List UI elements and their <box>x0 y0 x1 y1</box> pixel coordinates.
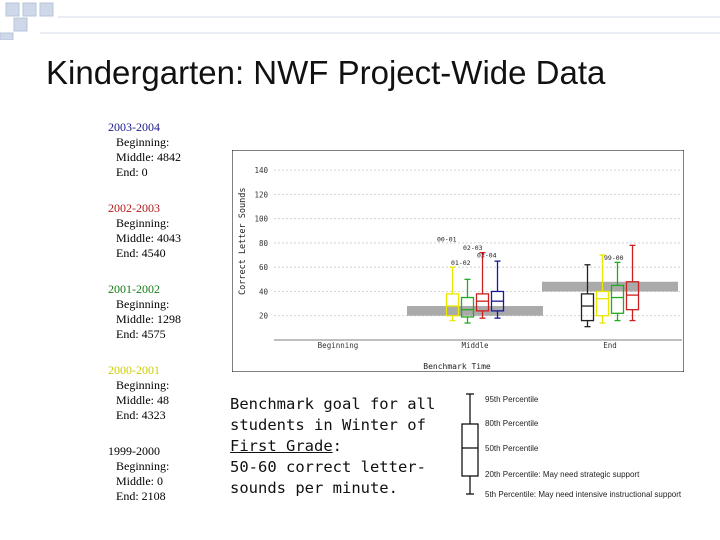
page-title: Kindergarten: NWF Project-Wide Data <box>46 54 606 91</box>
box-end-02-03 <box>625 244 640 322</box>
legend-item-50: 50th Percentile <box>485 444 539 453</box>
legend-item-5: 5th Percentile: May need intensive instr… <box>485 490 682 499</box>
y-tick-label-60: 60 <box>259 263 269 272</box>
annotation-02-03: 02-03 <box>463 244 483 252</box>
benchmark-line-5: sounds per minute. <box>230 479 398 497</box>
box-middle-01-02 <box>460 278 475 324</box>
year-label: 2001-2002 <box>108 282 160 296</box>
end-count: End: 0 <box>116 165 148 179</box>
tick-labels: 20 40 60 80 100 120 140 Beginning Middle End <box>254 166 616 350</box>
box-middle-02-03 <box>475 251 490 319</box>
benchmark-line-3-rest: : <box>332 437 342 455</box>
legend-item-20: 20th Percentile: May need strategic supp… <box>485 470 640 479</box>
y-tick-label-80: 80 <box>259 239 269 248</box>
benchmark-line-1: Benchmark goal for all <box>230 395 436 413</box>
year-block-2001-2002: 2001-2002 Beginning: Middle: 1298 End: 4… <box>108 282 233 342</box>
annotation-03-04: 03-04 <box>477 251 497 259</box>
benchmark-band-end <box>542 281 678 292</box>
x-tick-label-middle: Middle <box>461 341 489 350</box>
middle-count: Middle: 4043 <box>116 231 181 245</box>
benchmark-bands <box>407 281 678 316</box>
x-tick-label-end: End <box>603 341 617 350</box>
middle-count: Middle: 48 <box>116 393 169 407</box>
end-count: End: 4575 <box>116 327 166 341</box>
box-body <box>445 293 460 317</box>
box-body <box>610 284 625 314</box>
beginning-count: Beginning: <box>116 216 170 230</box>
box-middle-03-04 <box>490 260 505 319</box>
legend-item-80: 80th Percentile <box>485 419 539 428</box>
box-plot-chart: 20 40 60 80 100 120 140 Beginning Middle End 00-0… <box>232 150 684 372</box>
annotation-01-02: 01-02 <box>451 259 471 267</box>
box-body <box>580 293 595 322</box>
benchmark-note: Benchmark goal for all students in Winte… <box>230 394 460 499</box>
annotation-00-01: 00-01 <box>437 236 457 244</box>
legend-item-95: 95th Percentile <box>485 395 539 404</box>
y-axis-label: Correct Letter Sounds <box>238 188 248 295</box>
decorative-squares <box>0 0 720 40</box>
annotation-99-00: 99-00 <box>604 254 624 262</box>
beginning-count: Beginning: <box>116 378 170 392</box>
end-count: End: 2108 <box>116 489 166 503</box>
beginning-count: Beginning: <box>116 135 170 149</box>
benchmark-line-3: First Grade: <box>230 436 460 457</box>
box-end-00-01 <box>595 254 610 324</box>
beginning-count: Beginning: <box>116 297 170 311</box>
box-body <box>475 293 490 312</box>
year-block-2003-2004: 2003-2004 Beginning: Middle: 4842 End: 0 <box>108 120 233 180</box>
x-axis-label: Benchmark Time <box>423 362 491 371</box>
year-label: 1999-2000 <box>108 444 160 458</box>
end-count: End: 4540 <box>116 246 166 260</box>
box-body <box>595 290 610 317</box>
y-tick-label-40: 40 <box>259 287 269 296</box>
legend-box-glyph <box>461 393 479 495</box>
box-middle-00-01 <box>445 266 460 322</box>
y-tick-label-140: 140 <box>254 166 268 175</box>
end-count: End: 4323 <box>116 408 166 422</box>
y-tick-label-20: 20 <box>259 312 269 321</box>
middle-count: Middle: 0 <box>116 474 163 488</box>
year-label: 2000-2001 <box>108 363 160 377</box>
year-block-2000-2001: 2000-2001 Beginning: Middle: 48 End: 432… <box>108 363 233 423</box>
first-grade-underlined: First Grade <box>230 437 333 455</box>
box-series <box>445 244 640 328</box>
box-end-99-00 <box>580 264 595 328</box>
box-end-01-02 <box>610 261 625 322</box>
year-block-2002-2003: 2002-2003 Beginning: Middle: 4043 End: 4… <box>108 201 233 261</box>
beginning-count: Beginning: <box>116 459 170 473</box>
benchmark-line-2: students in Winter of <box>230 416 426 434</box>
benchmark-line-4: 50-60 correct letter- <box>230 458 426 476</box>
x-tick-label-beginning: Beginning <box>318 341 359 350</box>
year-block-1999-2000: 1999-2000 Beginning: Middle: 0 End: 2108 <box>108 444 233 504</box>
year-list: 2003-2004 Beginning: Middle: 4842 End: 0… <box>108 120 233 525</box>
middle-count: Middle: 1298 <box>116 312 181 326</box>
middle-count: Middle: 4842 <box>116 150 181 164</box>
y-tick-label-100: 100 <box>254 215 268 224</box>
y-tick-label-120: 120 <box>254 190 268 199</box>
year-label: 2002-2003 <box>108 201 160 215</box>
chart-frame <box>232 150 684 372</box>
benchmark-band-middle <box>407 306 543 316</box>
year-label: 2003-2004 <box>108 120 160 134</box>
percentile-legend: 95th Percentile 80th Percentile 50th Per… <box>461 393 682 499</box>
